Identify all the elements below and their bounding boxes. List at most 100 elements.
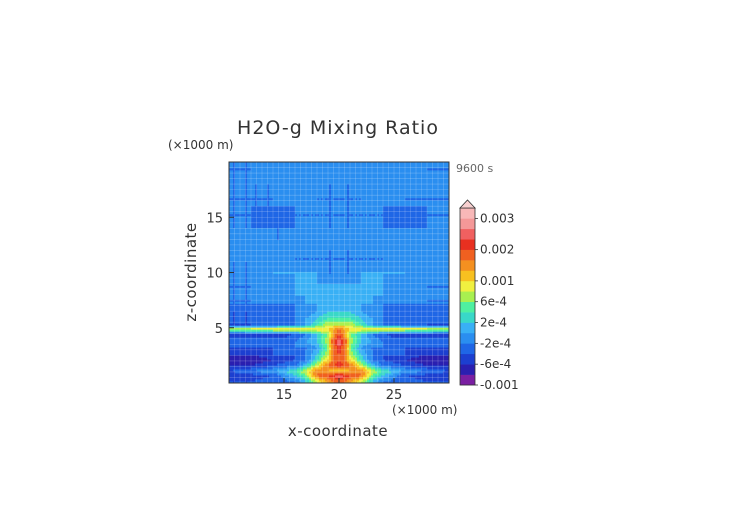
field-cell	[425, 341, 428, 344]
field-cell	[393, 317, 396, 320]
field-cell	[399, 325, 402, 328]
field-cell	[265, 331, 268, 334]
field-cell	[247, 363, 250, 366]
field-cell	[351, 335, 354, 338]
field-cell	[265, 327, 268, 330]
field-cell	[263, 371, 266, 374]
field-cell	[441, 377, 444, 380]
field-cell	[385, 339, 388, 342]
field-cell	[337, 371, 340, 374]
field-cell	[295, 325, 298, 328]
field-cell	[299, 321, 302, 324]
field-cell	[353, 333, 356, 336]
field-cell	[295, 369, 298, 372]
field-cell	[339, 351, 342, 354]
field-cell	[339, 325, 342, 328]
field-cell	[385, 315, 388, 318]
field-cell	[447, 359, 450, 362]
field-cell	[285, 349, 288, 352]
field-cell	[253, 325, 256, 328]
field-cell	[415, 335, 418, 338]
field-cell	[349, 321, 352, 324]
field-cell	[399, 335, 402, 338]
field-cell	[239, 347, 242, 350]
field-cell	[355, 359, 358, 362]
field-cell	[445, 379, 448, 382]
field-cell	[355, 363, 358, 366]
field-cell	[347, 319, 350, 322]
field-cell	[309, 325, 312, 328]
field-cell	[249, 317, 252, 320]
field-cell	[271, 335, 274, 338]
field-cell	[345, 325, 348, 328]
field-cell	[367, 353, 370, 356]
field-cell	[357, 313, 360, 316]
field-cell	[383, 369, 386, 372]
field-cell	[447, 373, 450, 376]
field-cell	[271, 369, 274, 372]
field-cell	[249, 319, 252, 322]
field-cell	[353, 359, 356, 362]
field-cell	[369, 337, 372, 340]
field-cell	[287, 327, 290, 330]
field-cell	[321, 361, 324, 364]
field-cell	[413, 325, 416, 328]
field-cell	[383, 341, 386, 344]
field-cell	[419, 317, 422, 320]
field-cell	[253, 323, 256, 326]
field-cell	[327, 369, 330, 372]
field-cell	[275, 321, 278, 324]
field-cell	[427, 319, 430, 322]
field-cell	[293, 341, 296, 344]
field-cell	[271, 363, 274, 366]
field-cell	[279, 369, 282, 372]
field-cell	[371, 379, 374, 382]
field-cell	[377, 345, 380, 348]
field-cell	[357, 359, 360, 362]
field-cell	[313, 361, 316, 364]
field-cell	[397, 327, 400, 330]
field-cell	[437, 319, 440, 322]
field-cell	[229, 349, 232, 352]
field-cell	[343, 343, 346, 346]
field-cell	[315, 371, 318, 374]
field-cell	[421, 373, 424, 376]
field-cell	[441, 357, 444, 360]
field-cell	[245, 375, 248, 378]
field-cell	[237, 325, 240, 328]
field-cell	[305, 357, 308, 360]
field-cell	[405, 363, 408, 366]
field-cell	[297, 323, 300, 326]
field-cell	[253, 363, 256, 366]
field-cell	[357, 333, 360, 336]
field-cell	[247, 353, 250, 356]
field-cell	[441, 343, 444, 346]
field-cell	[437, 351, 440, 354]
field-cell	[257, 377, 260, 380]
field-cell	[357, 365, 360, 368]
field-cell	[341, 365, 344, 368]
field-cell	[343, 373, 346, 376]
field-cell	[289, 361, 292, 364]
field-cell	[279, 355, 282, 358]
field-cell	[235, 315, 238, 318]
field-cell	[323, 315, 326, 318]
field-cell	[381, 317, 384, 320]
field-cell	[345, 371, 348, 374]
field-cell	[391, 373, 394, 376]
field-cell	[375, 361, 378, 364]
field-cell	[305, 369, 308, 372]
field-cell	[369, 359, 372, 362]
field-cell	[279, 375, 282, 378]
field-cell	[351, 321, 354, 324]
field-cell	[321, 349, 324, 352]
field-cell	[309, 381, 312, 384]
field-cell	[383, 313, 386, 316]
field-cell	[259, 365, 262, 368]
field-cell	[247, 373, 250, 376]
field-cell	[375, 337, 378, 340]
field-cell	[355, 357, 358, 360]
field-cell	[303, 375, 306, 378]
field-cell	[429, 317, 432, 320]
field-cell	[239, 365, 242, 368]
